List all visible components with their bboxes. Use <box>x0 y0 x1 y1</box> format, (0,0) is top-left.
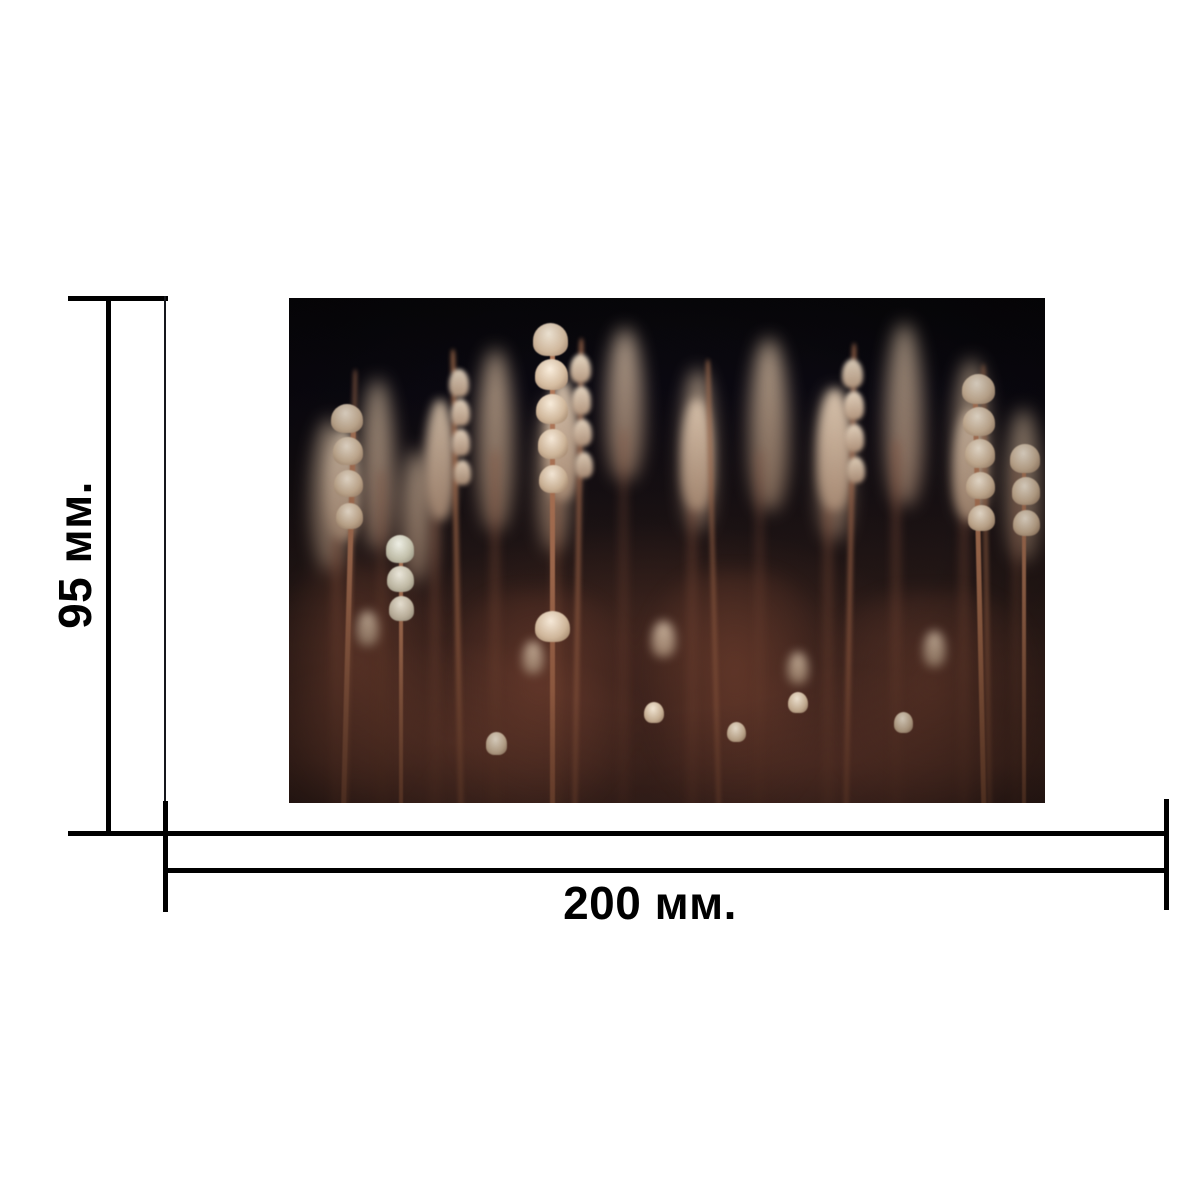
height-dimension-label: 95 мм. <box>49 481 101 629</box>
height-bottom-tick <box>68 831 168 836</box>
extension-line-left <box>164 296 166 808</box>
horizontal-dimension-line-lower <box>163 868 1169 873</box>
width-right-tick <box>1164 799 1169 910</box>
photo-foreground-lavender <box>289 298 1045 803</box>
product-photo <box>289 298 1045 803</box>
horizontal-dimension-line-upper <box>163 831 1169 836</box>
vertical-dimension-line <box>106 296 111 836</box>
width-dimension-label: 200 мм. <box>563 877 737 929</box>
height-top-tick <box>68 296 168 301</box>
width-left-tick <box>163 801 168 912</box>
